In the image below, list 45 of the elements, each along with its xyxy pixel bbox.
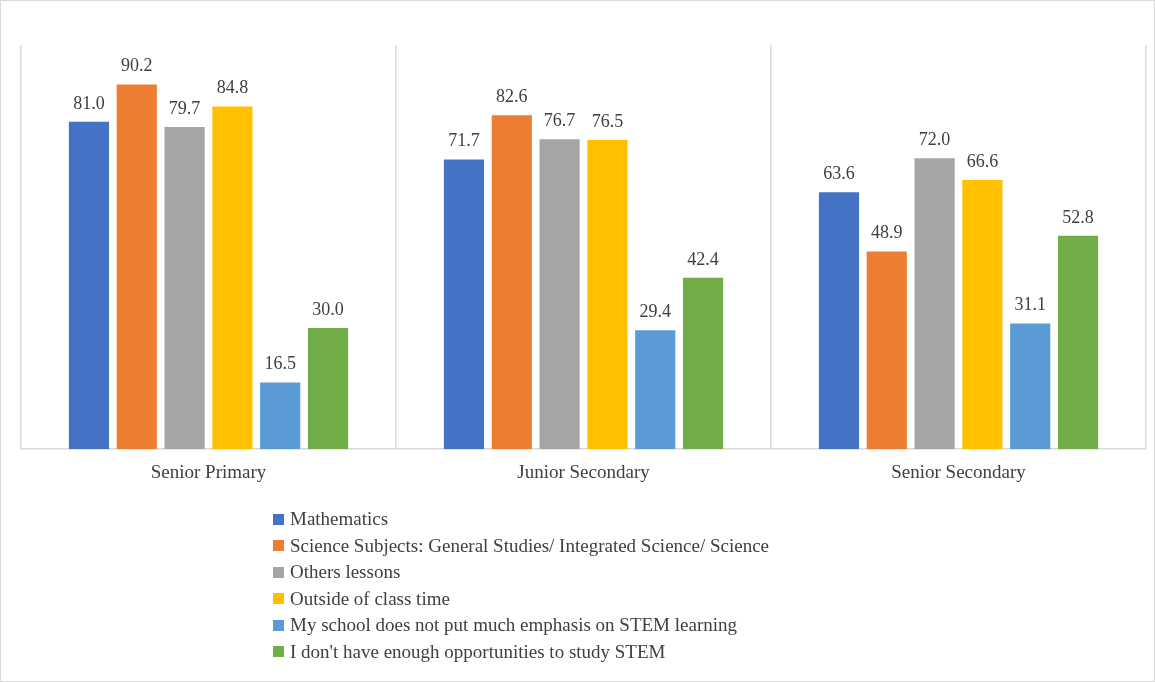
data-label: 90.2 (121, 55, 153, 76)
x-tick-label: Senior Secondary (891, 460, 1027, 482)
data-label: 63.6 (823, 162, 855, 183)
data-label: 52.8 (1062, 206, 1094, 227)
data-label: 30.0 (312, 298, 344, 319)
bar (818, 192, 860, 450)
data-label: 81.0 (73, 92, 105, 113)
bar (682, 277, 724, 450)
bar (116, 84, 157, 450)
bar (1057, 235, 1099, 450)
data-label: 16.5 (264, 353, 296, 374)
x-tick-label: Senior Primary (150, 460, 267, 482)
data-label: 76.7 (543, 109, 576, 130)
data-label: 66.6 (966, 150, 999, 171)
bar (635, 330, 676, 450)
data-label: 79.7 (168, 97, 201, 118)
bar (914, 158, 955, 450)
data-label: 84.8 (216, 77, 249, 98)
data-label: 71.7 (448, 130, 480, 151)
data-label: 48.9 (871, 222, 903, 243)
legend-label: My school does not put much emphasis on STEM learning (290, 613, 737, 637)
bar (962, 180, 1003, 450)
legend-label: I don't have enough opportunities to study STEM (290, 639, 666, 664)
bar (212, 106, 253, 450)
bar (1010, 323, 1051, 450)
bar (866, 251, 907, 450)
data-label: 31.1 (1014, 294, 1046, 315)
data-label: 76.5 (591, 110, 624, 131)
data-label: 82.6 (496, 86, 528, 107)
data-label: 72.0 (918, 128, 951, 149)
bar (307, 327, 349, 450)
legend-label: Science Subjects: General Studies/ Integrated Science/ Science (290, 533, 770, 558)
legend-label: Mathematics (290, 507, 389, 531)
data-label: 42.4 (687, 248, 719, 269)
data-label: 29.4 (639, 301, 671, 322)
bar (260, 382, 301, 450)
legend-label: Outside of class time (290, 586, 450, 611)
bar (539, 139, 580, 450)
bar (491, 115, 532, 450)
bar (68, 121, 110, 450)
bar (164, 127, 205, 450)
bar (443, 159, 485, 450)
x-tick-label: Junior Secondary (517, 460, 651, 482)
legend-label: Others lessons (290, 560, 401, 584)
bar (587, 139, 628, 450)
